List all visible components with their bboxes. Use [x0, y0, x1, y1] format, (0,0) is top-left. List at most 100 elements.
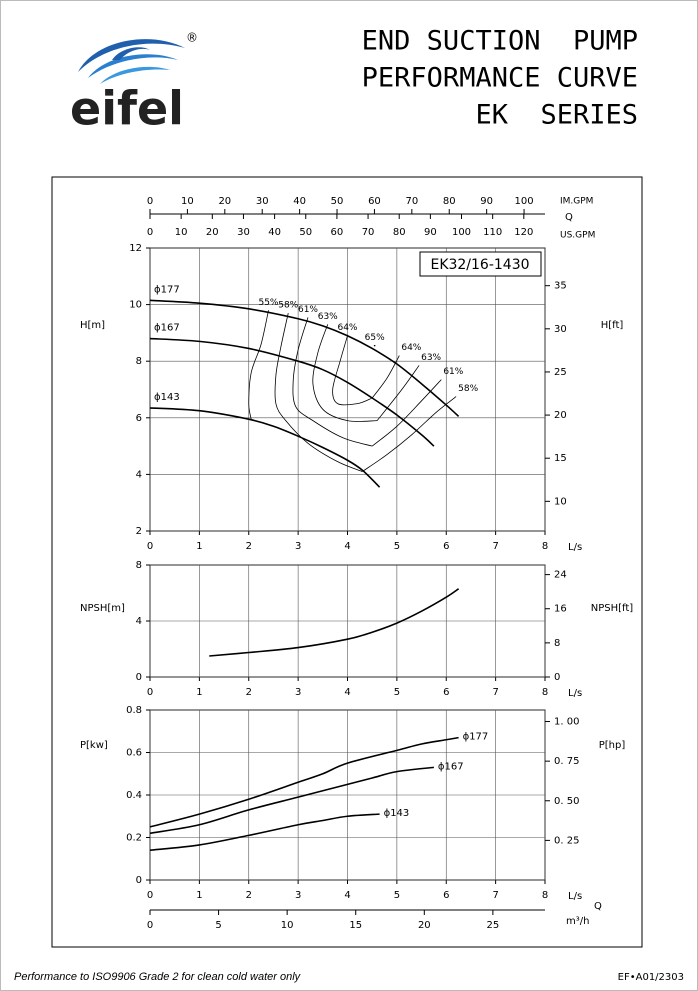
curve: [209, 588, 460, 657]
top-axis-tick-label: 100: [452, 227, 471, 238]
curve: [149, 736, 459, 828]
y-axis-label: H[m]: [80, 320, 105, 331]
top-axis-tick-label: 20: [206, 227, 219, 238]
registered-mark: ®: [186, 31, 198, 45]
top-axis-label: IM.GPM: [560, 197, 593, 207]
x-tick-label: 8: [542, 687, 548, 698]
curve: [149, 337, 435, 447]
brand: eifel: [70, 82, 184, 136]
x-axis-label: L/s: [568, 542, 582, 553]
x-tick-label: 6: [443, 541, 449, 552]
top-axis-tick-label: 60: [331, 227, 344, 238]
y2-tick-label: 16: [554, 604, 567, 615]
y-tick-label: 4: [136, 469, 142, 480]
x-axis-label: L/s: [568, 688, 582, 699]
series-label: ϕ143: [384, 808, 410, 819]
top-axis-tick-label: 70: [362, 227, 375, 238]
model-label: EK32/16-1430: [430, 257, 529, 273]
y-tick-label: 10: [129, 300, 142, 311]
x-tick-label: 6: [443, 687, 449, 698]
bottom-axis-tick-label: 25: [487, 920, 500, 931]
efficiency-label: 64%: [401, 343, 421, 353]
y-tick-label: 8: [136, 356, 142, 367]
x-tick-label: 0: [147, 687, 153, 698]
x-tick-label: 7: [492, 687, 498, 698]
efficiency-curve: [376, 365, 420, 421]
y2-tick-label: 1. 00: [554, 717, 579, 728]
y-tick-label: 6: [136, 413, 142, 424]
top-axis-tick-label: 100: [515, 196, 534, 207]
y-tick-label: 0: [136, 875, 142, 886]
x-tick-label: 5: [394, 541, 400, 552]
top-axis-tick-label: 50: [299, 227, 312, 238]
efficiency-label: 65%: [365, 333, 385, 343]
top-axis-tick-label: 40: [293, 196, 306, 207]
curve: [149, 766, 434, 835]
y-axis-label: P[kw]: [80, 740, 108, 751]
top-axis-label: US.GPM: [560, 231, 595, 241]
x-axis-label: L/s: [568, 891, 582, 902]
x-tick-label: 0: [147, 890, 153, 901]
x-tick-label: 1: [196, 890, 202, 901]
x-tick-label: 3: [295, 541, 301, 552]
efficiency-curve: [292, 317, 373, 447]
top-axis-tick-label: 120: [514, 227, 533, 238]
title-line: PERFORMANCE CURVE: [362, 63, 638, 94]
bottom-axis-tick-label: 10: [281, 920, 294, 931]
efficiency-curve: [371, 379, 442, 447]
y-tick-label: 8: [136, 560, 142, 571]
efficiency-point: [373, 344, 376, 347]
efficiency-curve: [312, 324, 378, 422]
y-axis-label: NPSH[m]: [80, 603, 125, 614]
title-line: END SUCTION PUMP: [362, 26, 638, 57]
efficiency-label: 55%: [258, 298, 278, 308]
x-tick-label: 5: [394, 687, 400, 698]
footer-note: Performance to ISO9906 Grade 2 for clean…: [14, 971, 302, 983]
top-axis-tick-label: 90: [424, 227, 437, 238]
efficiency-curve: [332, 335, 373, 406]
x-tick-label: 6: [443, 890, 449, 901]
y-tick-label: 0.8: [126, 705, 142, 716]
y2-tick-label: 0. 25: [554, 835, 579, 846]
efficiency-curve: [371, 355, 400, 399]
x-tick-label: 0: [147, 541, 153, 552]
x-tick-label: 8: [542, 541, 548, 552]
bottom-axis-tick-label: 5: [215, 920, 221, 931]
y2-tick-label: 20: [554, 410, 567, 421]
series-label: ϕ177: [463, 732, 489, 743]
y-tick-label: 4: [136, 616, 142, 627]
x-tick-label: 4: [344, 687, 350, 698]
y2-axis-label: H[ft]: [601, 320, 624, 331]
y-tick-label: 12: [129, 243, 142, 254]
top-axis-tick-label: 20: [218, 196, 231, 207]
efficiency-curve: [274, 313, 363, 472]
curve: [149, 813, 380, 852]
x-tick-label: 5: [394, 890, 400, 901]
top-axis-tick-label: 30: [256, 196, 269, 207]
y2-tick-label: 25: [554, 367, 567, 378]
logo-swoosh: [88, 54, 178, 78]
top-axis-tick-label: 0: [147, 227, 153, 238]
top-axis-tick-label: 90: [480, 196, 493, 207]
charts: 0 1 2 3 4 5 6 7 8 L/s24681012H[m]101520253035H[ft…: [80, 196, 633, 931]
y-tick-label: 0.4: [126, 790, 142, 801]
x-tick-label: 3: [295, 687, 301, 698]
efficiency-label: 61%: [298, 305, 318, 315]
x-tick-label: 2: [246, 687, 252, 698]
y2-tick-label: 0. 75: [554, 756, 579, 767]
y2-tick-label: 35: [554, 281, 567, 292]
bottom-axis-label: m³/h: [566, 916, 589, 927]
efficiency-label: 58%: [278, 301, 298, 311]
y-tick-label: 0.6: [126, 748, 142, 759]
efficiency-label: 63%: [318, 312, 338, 322]
y2-tick-label: 0: [554, 672, 560, 683]
efficiency-label: 64%: [337, 323, 357, 333]
x-tick-label: 1: [196, 541, 202, 552]
series-label: ϕ167: [154, 323, 180, 334]
top-axis-tick-label: 10: [175, 227, 188, 238]
bottom-axis-tick-label: 20: [418, 920, 431, 931]
x-tick-label: 1: [196, 687, 202, 698]
top-axis-tick-label: 80: [443, 196, 456, 207]
y2-tick-label: 8: [554, 638, 560, 649]
curve: [149, 407, 381, 488]
